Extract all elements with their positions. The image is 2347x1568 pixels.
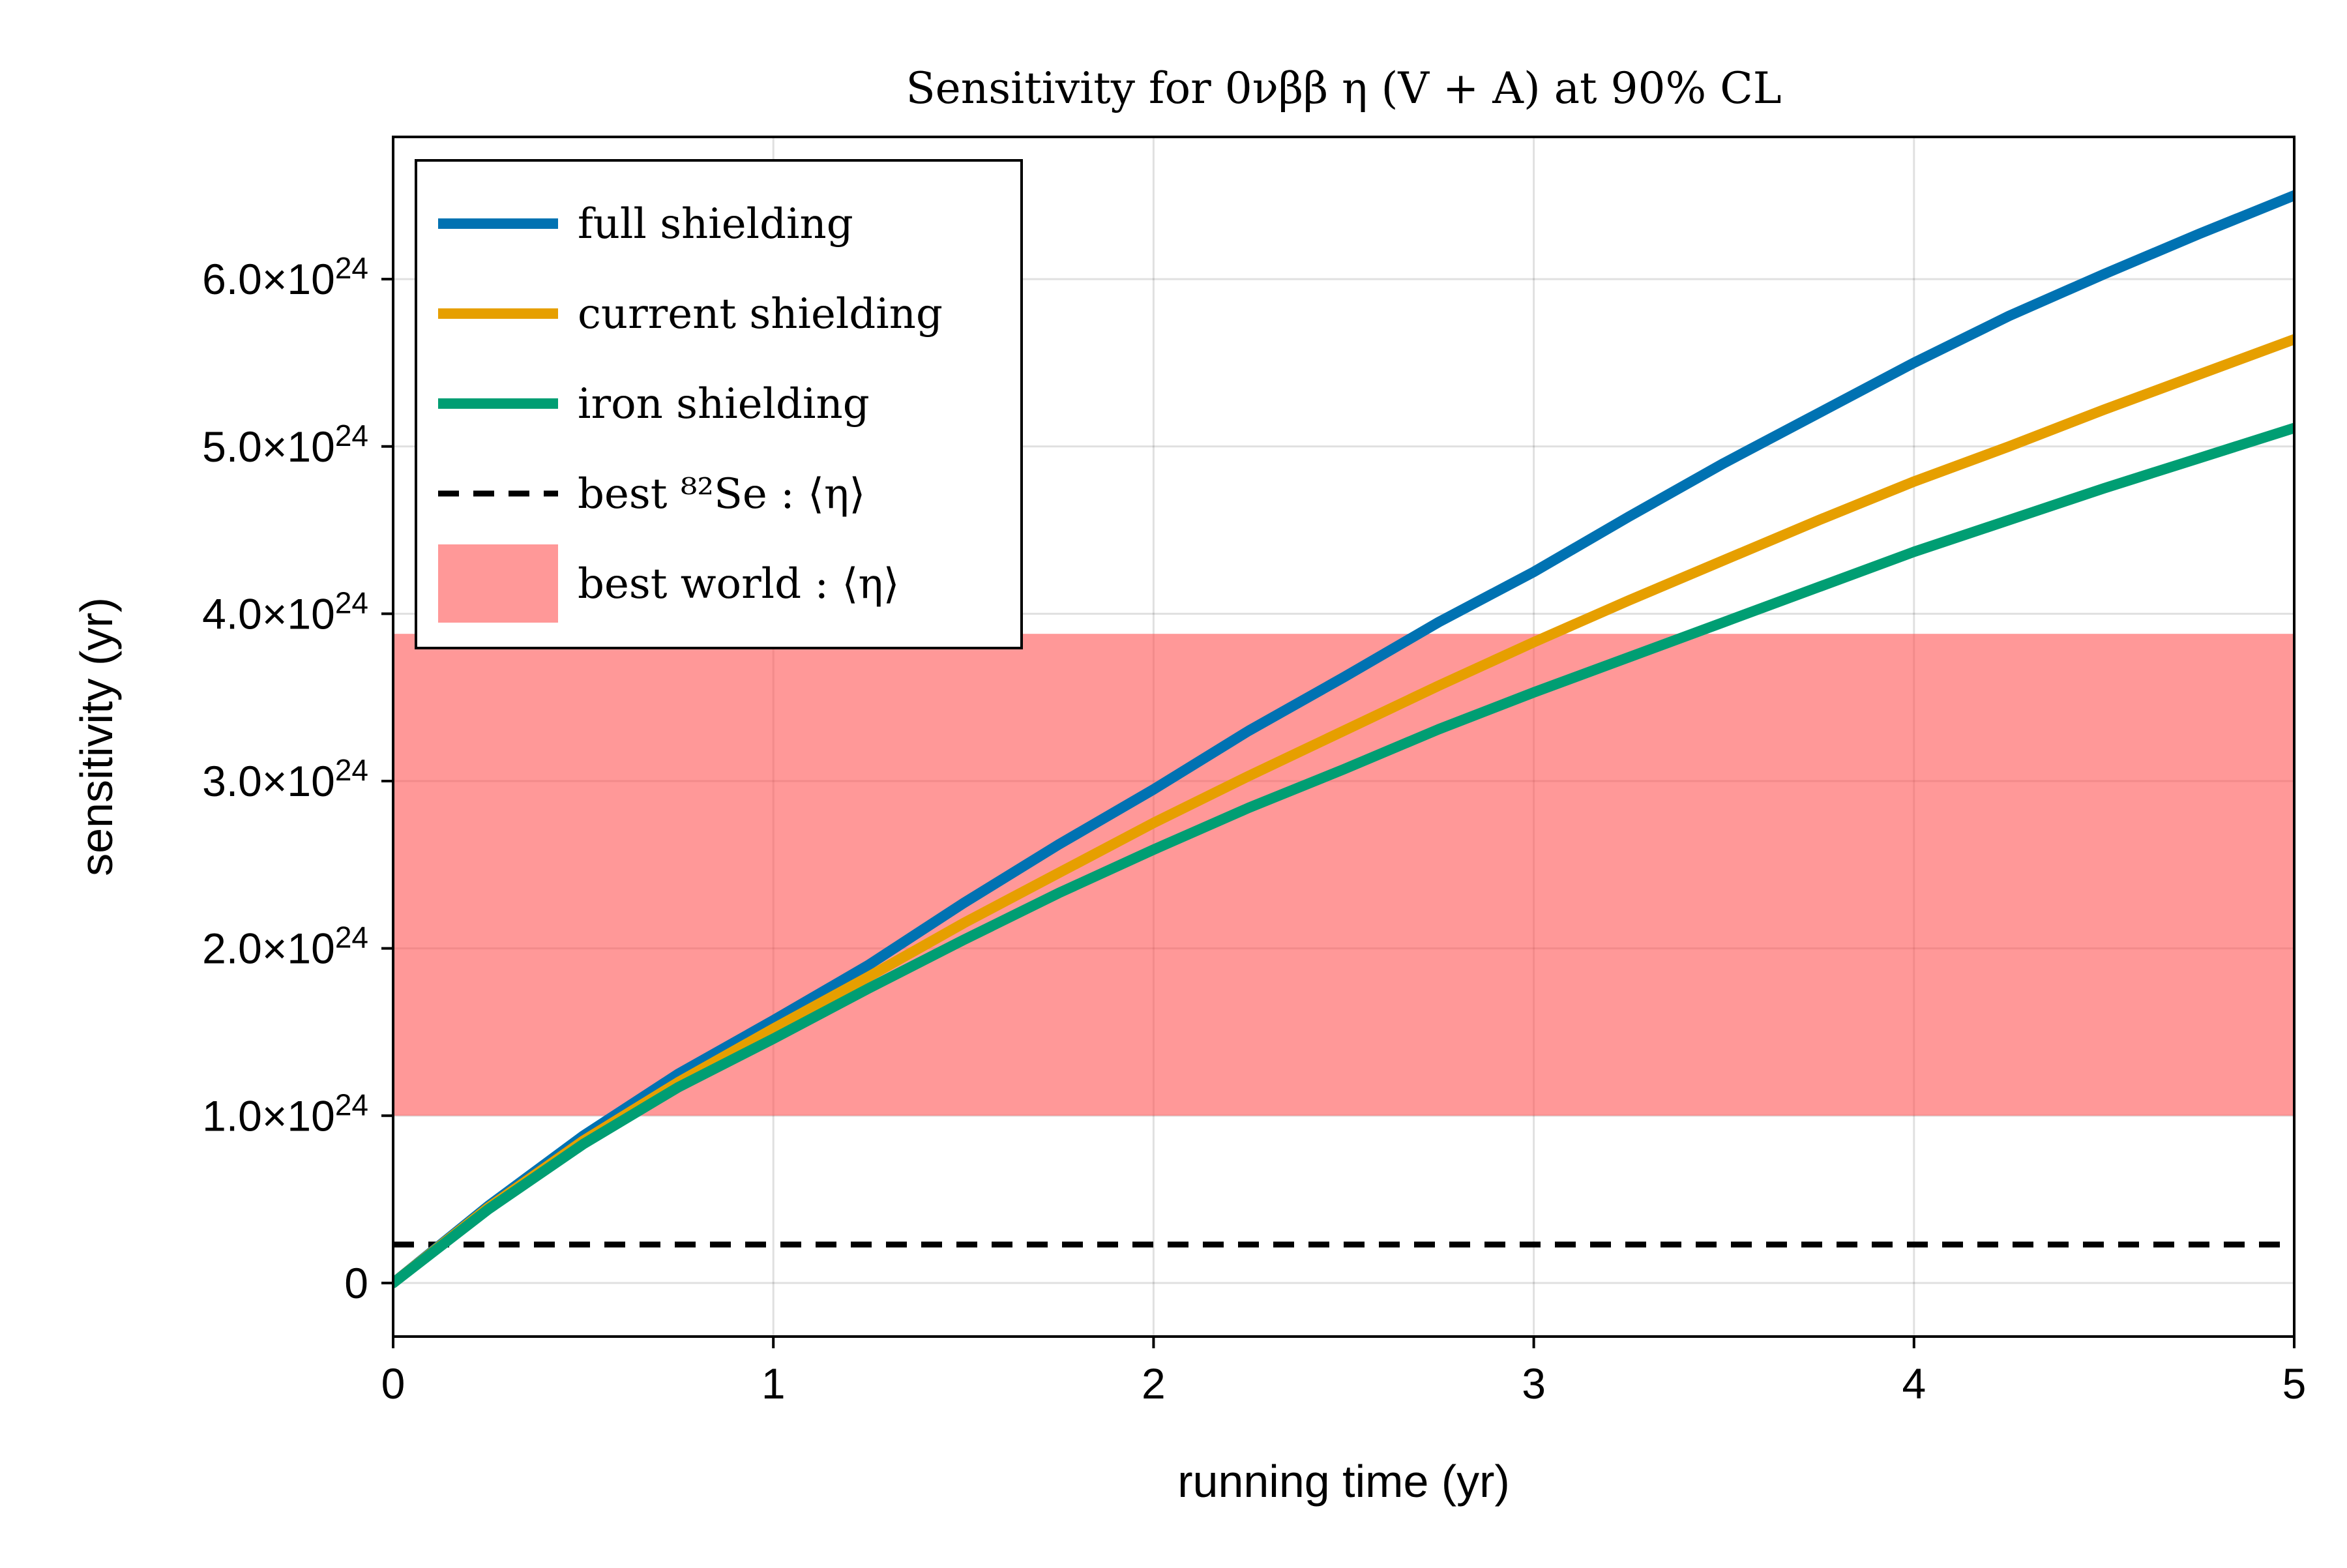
x-axis-ticks: 0 1 2 3 4 5 (381, 1337, 2307, 1408)
y-tick-label: 3.0×1024 (202, 753, 368, 805)
y-tick-label: 2.0×1024 (202, 921, 368, 973)
y-tick-label: 1.0×1024 (202, 1087, 368, 1140)
x-tick-label: 0 (381, 1359, 406, 1408)
legend-label-4: best world : ⟨η⟩ (578, 560, 900, 608)
x-tick-label: 4 (1902, 1359, 1926, 1408)
legend-label-1: current shielding (578, 290, 943, 338)
y-tick-label: 0 (344, 1259, 368, 1307)
band-best-world (393, 634, 2294, 1116)
y-axis-label: sensitivity (yr) (71, 597, 122, 876)
series-line-0 (393, 190, 2294, 1288)
x-tick-label: 1 (761, 1359, 786, 1408)
legend-swatch-4 (438, 544, 558, 623)
y-tick-label: 6.0×1024 (202, 251, 368, 303)
y-tick-label: 5.0×1024 (202, 419, 368, 471)
plot-frame (392, 136, 2295, 1338)
chart-title: Sensitivity for 0νββ η (V + A) at 90% CL (906, 63, 1781, 113)
series-lines (393, 190, 2294, 1288)
legend-label-0: full shielding (578, 200, 853, 248)
x-axis-label: running time (yr) (1177, 1456, 1510, 1507)
y-tick-label: 4.0×1024 (202, 585, 368, 638)
legend: full shielding current shielding iron shie… (415, 159, 1023, 649)
legend-label-2: iron shielding (578, 380, 870, 428)
x-tick-label: 2 (1142, 1359, 1166, 1408)
legend-label-3: best ⁸²Se : ⟨η⟩ (578, 470, 865, 518)
series-line-2 (393, 422, 2294, 1288)
bands (393, 634, 2294, 1116)
series-line-1 (393, 334, 2294, 1288)
x-tick-label: 5 (2282, 1359, 2307, 1408)
x-tick-label: 3 (1522, 1359, 1546, 1408)
y-axis-ticks: 0 1.0×1024 2.0×1024 3.0×1024 4.0×1024 5.0×102… (202, 251, 393, 1307)
